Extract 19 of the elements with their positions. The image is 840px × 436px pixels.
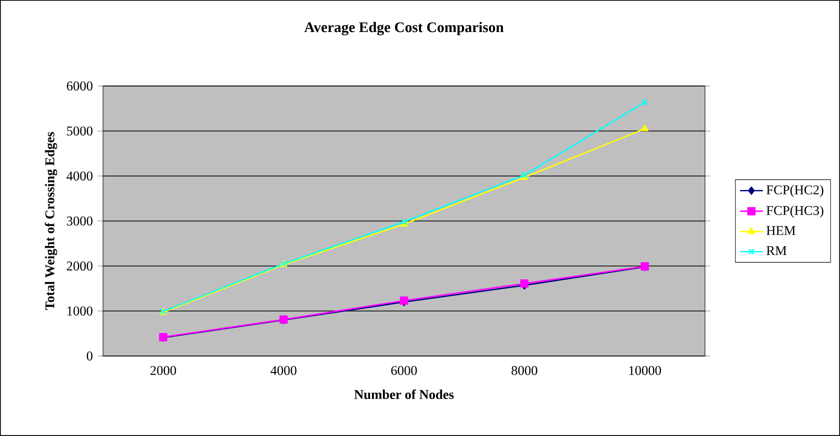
x-tick-label: 4000 (270, 366, 296, 376)
x-tick-label: 6000 (391, 366, 417, 376)
y-tick-label: 0 (86, 351, 92, 360)
y-tick-label: 3000 (66, 216, 92, 226)
x-tick-label: 2000 (150, 366, 176, 376)
y-tick-label: 5000 (67, 126, 92, 136)
legend-label: FCP(HC3) (766, 206, 824, 218)
legend-label: HEM (766, 226, 796, 235)
legend-label: FCP(HC2) (766, 185, 824, 198)
x-tick-label: 10000 (629, 366, 661, 376)
legend-label: RM (766, 246, 786, 255)
y-axis-title: Total Weight of Crossing Edges (44, 132, 58, 310)
y-tick-label: 2000 (66, 261, 92, 270)
x-tick-label: 8000 (512, 366, 538, 376)
chart-title: Average Edge Cost Comparison (304, 22, 504, 36)
y-tick-label: 6000 (66, 82, 92, 90)
y-tick-label: 4000 (66, 172, 92, 180)
x-axis-title: Number of Nodes (354, 390, 454, 400)
y-tick-label: 1000 (67, 306, 92, 316)
